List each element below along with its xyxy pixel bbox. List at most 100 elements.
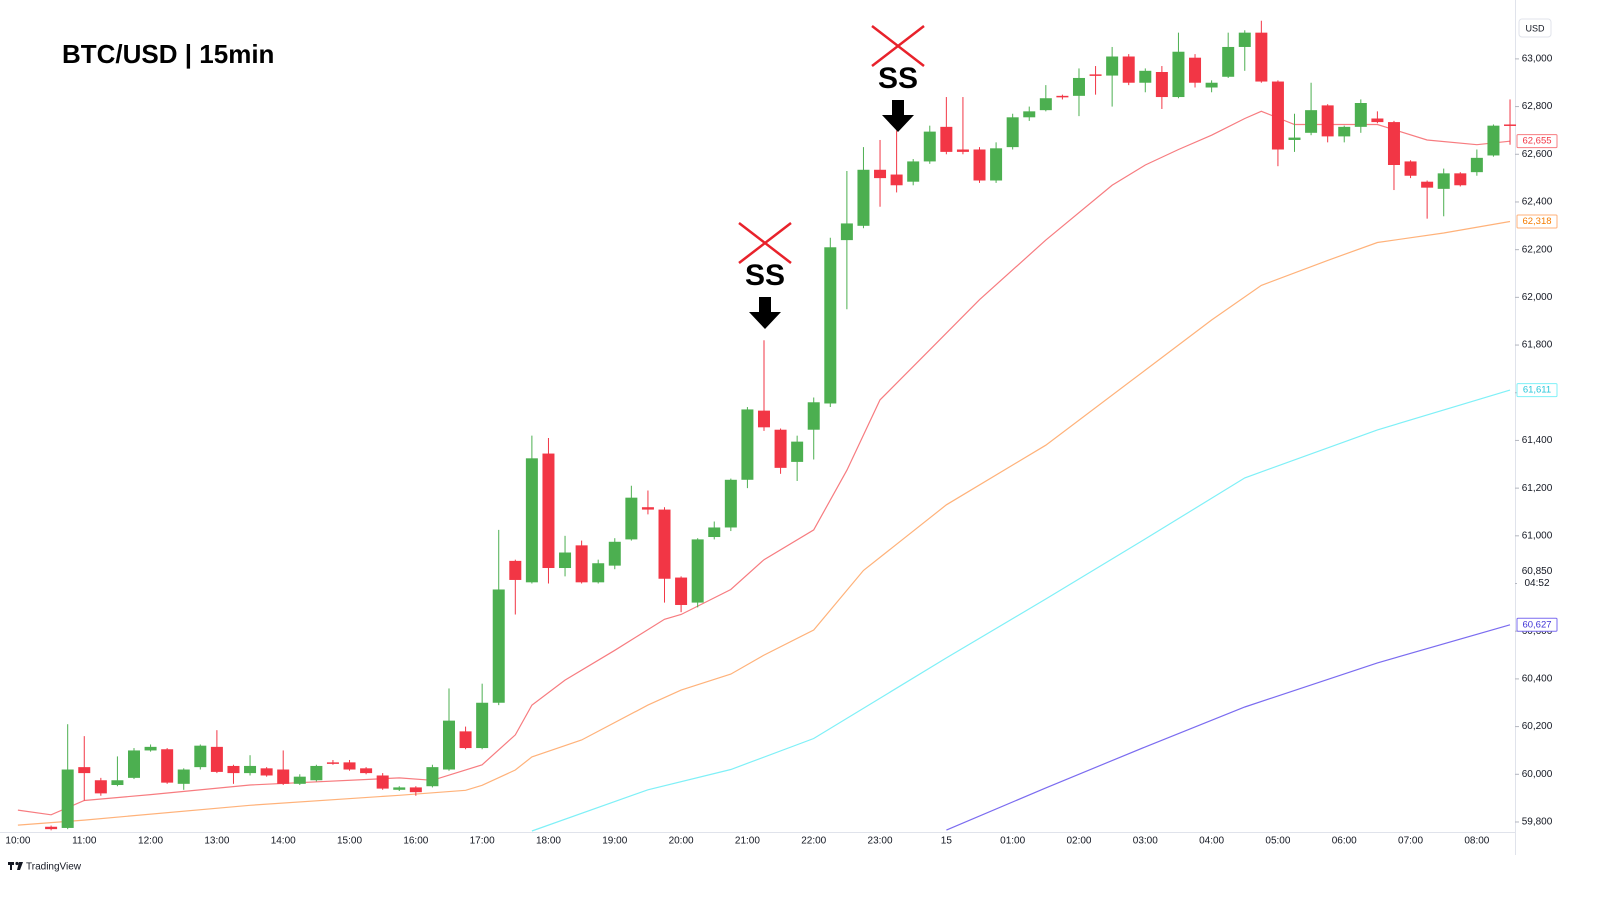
x-tick-label: 17:00 xyxy=(470,836,495,847)
candle-body xyxy=(1404,161,1417,176)
candle-body xyxy=(161,749,174,783)
candle-body xyxy=(442,720,455,770)
x-tick-label: 03:00 xyxy=(1133,836,1158,847)
last-value-box xyxy=(1516,617,1558,632)
candle-body xyxy=(1106,56,1119,76)
x-tick-label: 13:00 xyxy=(204,836,229,847)
candle-body xyxy=(376,775,389,789)
candle-body xyxy=(1238,32,1251,47)
candle-body xyxy=(1387,122,1400,166)
down-arrow xyxy=(749,297,781,329)
moving-average xyxy=(531,389,1511,832)
y-tick-label: 60,000 xyxy=(1522,769,1553,780)
candle-body xyxy=(1222,46,1235,77)
x-tick-label: 16:00 xyxy=(403,836,428,847)
cross-mark xyxy=(738,222,792,264)
candle-body xyxy=(973,149,986,181)
candle-body xyxy=(1437,173,1450,189)
candle-body xyxy=(476,702,489,749)
x-tick-label: 14:00 xyxy=(271,836,296,847)
candle-body xyxy=(757,410,770,428)
candle-body xyxy=(1470,157,1483,173)
candle-body xyxy=(194,745,207,768)
candle-body xyxy=(592,563,605,583)
moving-average xyxy=(946,624,1511,831)
candle-body xyxy=(310,765,323,781)
candle-body xyxy=(840,223,853,241)
candle-body xyxy=(824,247,837,404)
y-tick-label: 62,600 xyxy=(1522,149,1553,160)
candle-body xyxy=(492,589,505,703)
candle-body xyxy=(1288,137,1301,140)
candle-body xyxy=(1023,111,1036,118)
y-tick-label: 61,200 xyxy=(1522,483,1553,494)
currency: USD xyxy=(1525,23,1545,33)
candle-body xyxy=(1122,56,1135,83)
cross-mark xyxy=(871,25,925,67)
x-tick-label: 07:00 xyxy=(1398,836,1423,847)
candle-body xyxy=(94,780,107,794)
candle-body xyxy=(61,769,74,828)
y-tick-label: 60,200 xyxy=(1522,721,1553,732)
candle-body xyxy=(343,762,356,770)
candle-body xyxy=(1155,72,1168,98)
x-tick-label: 23:00 xyxy=(868,836,893,847)
candle-body xyxy=(277,769,290,784)
candle-body xyxy=(874,169,887,179)
candle-body xyxy=(1321,105,1334,137)
price-label-box xyxy=(1517,564,1557,591)
y-tick-label: 60,400 xyxy=(1522,674,1553,685)
candle-body xyxy=(1421,181,1434,188)
candle-body xyxy=(1271,81,1284,150)
candle-body xyxy=(459,731,472,749)
chart-title: BTC/USD | 15min xyxy=(62,39,274,69)
candle-body xyxy=(1354,103,1367,127)
candle-body xyxy=(708,527,721,538)
x-tick-label: 05:00 xyxy=(1265,836,1290,847)
y-tick-label: 62,200 xyxy=(1522,244,1553,255)
moving-average xyxy=(17,220,1511,826)
candle-body xyxy=(575,545,588,583)
x-tick-label: 22:00 xyxy=(801,836,826,847)
candle-body xyxy=(1205,82,1218,88)
x-tick-label: 02:00 xyxy=(1066,836,1091,847)
y-tick-label: 61,000 xyxy=(1522,530,1553,541)
candle-body xyxy=(1039,98,1052,111)
y-tick-label: 62,800 xyxy=(1522,101,1553,112)
x-tick-label: 20:00 xyxy=(669,836,694,847)
logo-part xyxy=(17,862,23,870)
candle-body xyxy=(1371,118,1384,123)
candle-body xyxy=(940,126,953,152)
y-tick-label: 61,400 xyxy=(1522,435,1553,446)
candle-body xyxy=(1189,57,1202,83)
candle-body xyxy=(227,765,240,774)
candle-body xyxy=(907,161,920,182)
candle-body xyxy=(525,458,538,583)
price-label: 60,850 xyxy=(1522,566,1553,577)
x-tick-label: 08:00 xyxy=(1464,836,1489,847)
candles xyxy=(45,20,1517,831)
x-tick-label: 10:00 xyxy=(5,836,30,847)
candle-body xyxy=(990,148,1003,181)
candle-body xyxy=(1072,77,1085,96)
x-tick-label: 21:00 xyxy=(735,836,760,847)
candle-body xyxy=(177,769,190,784)
candle-body xyxy=(724,479,737,528)
x-tick-label: 12:00 xyxy=(138,836,163,847)
signal-label: SS xyxy=(878,62,918,95)
candle-body xyxy=(260,768,273,776)
last-value-box xyxy=(1516,134,1558,149)
x-tick-label: 15 xyxy=(941,836,953,847)
candle-body xyxy=(675,577,688,605)
x-tick-label: 15:00 xyxy=(337,836,362,847)
candle-body xyxy=(393,787,406,790)
candle-body xyxy=(1056,95,1069,98)
candle-body xyxy=(78,767,91,774)
candle-body xyxy=(1139,70,1152,83)
candle-body xyxy=(409,787,422,793)
logo-part xyxy=(10,862,12,870)
last-value-label: 61,611 xyxy=(1523,385,1551,396)
candle-body xyxy=(807,402,820,430)
